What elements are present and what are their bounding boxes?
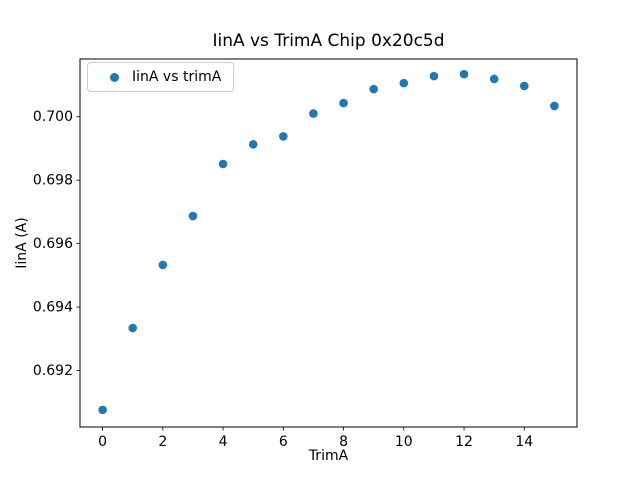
x-axis-label: TrimA [308,448,349,464]
y-tick-label: 0.692 [33,363,73,379]
data-point [188,211,198,221]
data-point [158,260,168,270]
chart-title: IinA vs TrimA Chip 0x20c5d [212,31,444,51]
data-point [519,81,529,91]
legend: IinA vs trimA [87,62,235,92]
data-point [248,140,258,149]
y-tick-label: 0.696 [33,236,73,252]
data-point [459,69,469,79]
y-axis-label: IinA (A) [14,217,30,268]
y-axis-ticks: 0.692 0.694 0.696 0.698 0.700 [33,109,80,379]
data-point [218,159,228,169]
data-points [98,69,559,415]
data-point [550,101,559,111]
x-tick-label: 14 [515,434,533,450]
y-tick-label: 0.698 [33,173,73,189]
data-point [98,405,107,415]
data-point [489,74,499,84]
plot-area-border [79,58,578,428]
legend-label: IinA vs trimA [132,69,222,85]
x-tick-label: 8 [339,434,348,450]
data-point [369,84,378,94]
data-point [429,71,439,81]
data-point [399,78,409,88]
x-axis-ticks: 0 2 4 6 8 10 12 14 [98,427,533,450]
x-tick-label: 0 [98,434,107,450]
y-tick-label: 0.694 [33,300,73,316]
data-point [309,109,318,118]
x-tick-label: 2 [158,434,167,450]
x-tick-label: 4 [219,434,228,450]
y-tick-label: 0.700 [33,109,73,125]
data-point [279,132,288,141]
data-point [339,98,348,108]
x-tick-label: 12 [455,434,473,450]
x-tick-label: 10 [395,434,413,450]
x-tick-label: 6 [279,434,288,450]
legend-marker-circle-icon [110,72,119,82]
data-point [128,323,138,333]
